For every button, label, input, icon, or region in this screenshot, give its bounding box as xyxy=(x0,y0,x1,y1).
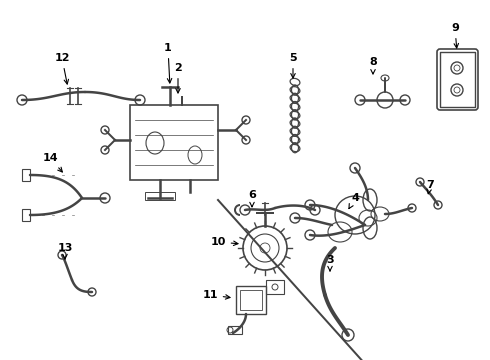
Text: 3: 3 xyxy=(326,255,334,271)
Text: 4: 4 xyxy=(349,193,359,209)
Bar xyxy=(145,192,175,200)
Text: 13: 13 xyxy=(57,243,73,259)
Bar xyxy=(266,280,284,294)
Text: 8: 8 xyxy=(369,57,377,74)
Text: 9: 9 xyxy=(451,23,459,48)
Bar xyxy=(130,105,218,180)
Bar xyxy=(228,326,242,334)
Text: 14: 14 xyxy=(42,153,62,172)
Bar xyxy=(236,286,266,314)
Text: 6: 6 xyxy=(248,190,256,207)
Text: 1: 1 xyxy=(164,43,172,83)
Bar xyxy=(440,52,475,107)
Bar xyxy=(22,169,30,181)
Text: 10: 10 xyxy=(210,237,238,247)
Bar xyxy=(240,290,262,310)
Text: 12: 12 xyxy=(54,53,70,84)
Text: 11: 11 xyxy=(202,290,230,300)
Bar xyxy=(22,209,30,221)
Text: 5: 5 xyxy=(289,53,297,78)
Text: 7: 7 xyxy=(426,180,434,194)
Text: 2: 2 xyxy=(174,63,182,93)
